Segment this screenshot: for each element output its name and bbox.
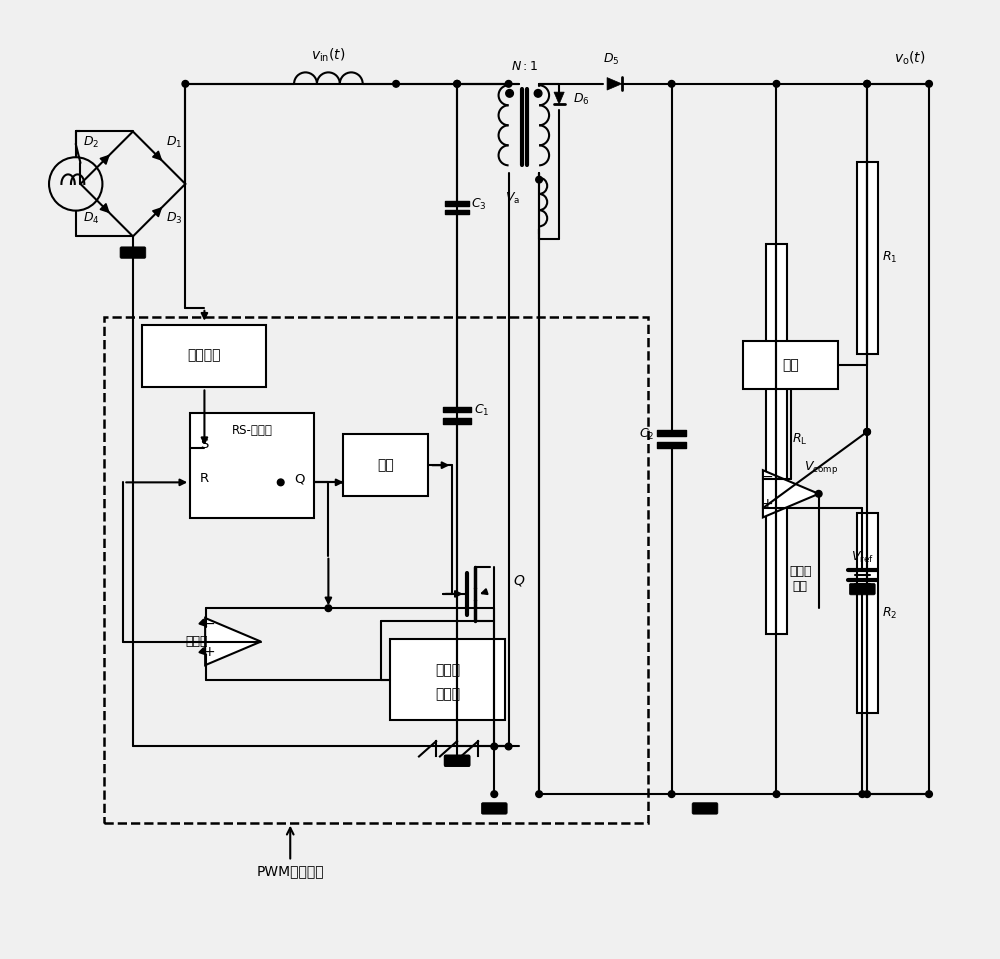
Text: $v_{\rm in}(t)$: $v_{\rm in}(t)$: [311, 47, 346, 64]
Text: $V_{\rm comp}$: $V_{\rm comp}$: [804, 459, 839, 476]
Text: 发生器: 发生器: [435, 687, 460, 701]
Text: $V_{\rm a}$: $V_{\rm a}$: [505, 191, 520, 205]
Text: $v_{\rm o}(t)$: $v_{\rm o}(t)$: [894, 50, 926, 67]
Circle shape: [773, 791, 780, 798]
Text: 过零检测: 过零检测: [188, 348, 221, 363]
Circle shape: [536, 176, 542, 183]
Circle shape: [534, 89, 542, 97]
Circle shape: [668, 791, 675, 798]
Text: $-$: $-$: [761, 469, 773, 482]
Circle shape: [393, 81, 399, 87]
Circle shape: [536, 791, 542, 798]
Polygon shape: [607, 78, 622, 90]
Bar: [766, 244, 787, 634]
Text: RS-触发器: RS-触发器: [232, 424, 273, 437]
Text: $-$: $-$: [203, 617, 216, 630]
Circle shape: [668, 81, 675, 87]
Text: $+$: $+$: [203, 644, 216, 659]
Text: $R_{\rm L}$: $R_{\rm L}$: [792, 432, 807, 447]
Text: 比较器: 比较器: [185, 635, 208, 648]
Text: 锯齿波: 锯齿波: [435, 664, 460, 677]
Text: $V_{\rm ref}$: $V_{\rm ref}$: [851, 550, 874, 565]
Text: S: S: [200, 438, 209, 451]
Circle shape: [182, 81, 189, 87]
Circle shape: [773, 81, 780, 87]
Text: PWM产生电路: PWM产生电路: [256, 828, 324, 878]
Text: 运算放
大器: 运算放 大器: [789, 565, 812, 594]
FancyBboxPatch shape: [692, 803, 718, 814]
Text: $D_4$: $D_4$: [83, 211, 100, 225]
Text: $D_1$: $D_1$: [166, 135, 183, 151]
Circle shape: [864, 81, 870, 87]
Circle shape: [505, 81, 512, 87]
Circle shape: [491, 791, 498, 798]
Text: Q: Q: [295, 473, 305, 485]
FancyBboxPatch shape: [120, 246, 146, 258]
Circle shape: [864, 429, 870, 435]
Text: $C_1$: $C_1$: [474, 403, 490, 418]
Circle shape: [505, 743, 512, 750]
FancyBboxPatch shape: [444, 755, 470, 766]
Bar: [104, 317, 648, 823]
Text: $C_2$: $C_2$: [639, 427, 654, 442]
Text: $C_3$: $C_3$: [471, 198, 487, 213]
Circle shape: [277, 480, 284, 485]
Text: $R_1$: $R_1$: [882, 250, 898, 266]
Text: $D_5$: $D_5$: [603, 52, 620, 67]
FancyBboxPatch shape: [481, 803, 507, 814]
Bar: [190, 412, 314, 518]
Circle shape: [864, 429, 870, 435]
Polygon shape: [554, 92, 564, 105]
Circle shape: [325, 605, 332, 612]
Circle shape: [454, 81, 460, 87]
FancyBboxPatch shape: [849, 583, 875, 595]
Text: 驱动: 驱动: [377, 458, 394, 472]
Text: 补偿: 补偿: [782, 358, 799, 372]
Text: $+$: $+$: [761, 497, 773, 511]
Circle shape: [506, 89, 513, 97]
Text: R: R: [200, 473, 209, 485]
Circle shape: [864, 791, 870, 798]
Circle shape: [864, 81, 870, 87]
Text: $R_2$: $R_2$: [882, 605, 898, 620]
Bar: [390, 640, 505, 720]
Bar: [857, 513, 878, 713]
FancyBboxPatch shape: [444, 755, 470, 766]
Text: $D_2$: $D_2$: [83, 135, 100, 151]
Circle shape: [454, 81, 460, 87]
Bar: [743, 341, 838, 389]
Text: $Q$: $Q$: [513, 573, 525, 588]
Text: $N:1$: $N:1$: [511, 59, 538, 73]
Text: $D_6$: $D_6$: [573, 92, 590, 107]
Circle shape: [859, 791, 866, 798]
Bar: [343, 434, 428, 496]
Circle shape: [815, 490, 822, 497]
Text: $D_3$: $D_3$: [166, 211, 183, 225]
Bar: [142, 324, 266, 386]
Circle shape: [491, 743, 498, 750]
Circle shape: [926, 81, 932, 87]
Polygon shape: [763, 470, 819, 518]
Bar: [857, 162, 878, 354]
Polygon shape: [205, 618, 261, 666]
Circle shape: [926, 791, 932, 798]
